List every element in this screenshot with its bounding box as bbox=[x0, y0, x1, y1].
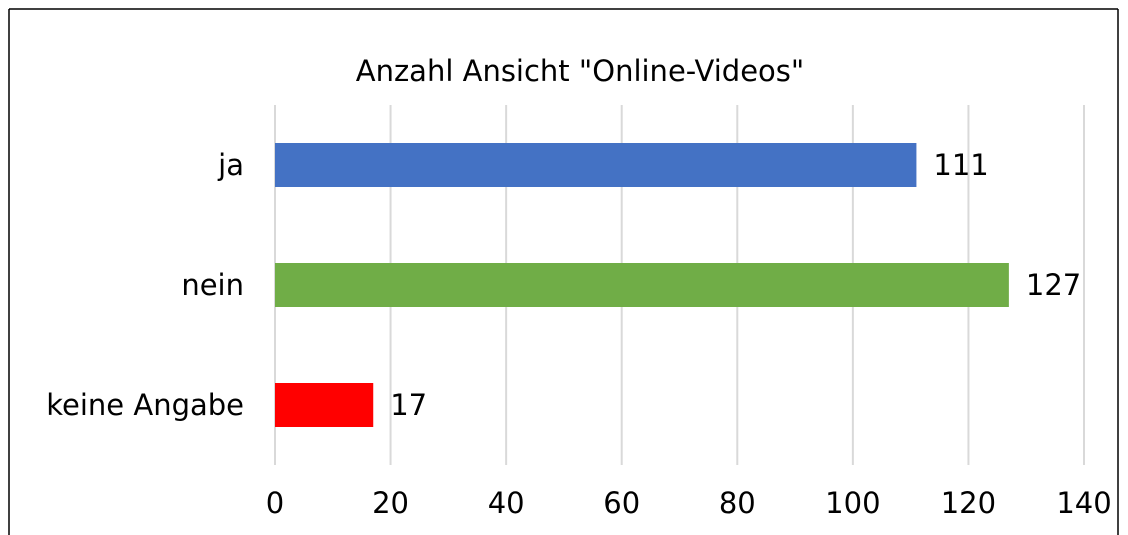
y-tick-label: nein bbox=[181, 268, 244, 302]
chart-title: Anzahl Ansicht "Online-Videos" bbox=[356, 54, 805, 88]
x-tick-label: 40 bbox=[488, 486, 525, 520]
x-tick-label: 60 bbox=[603, 486, 640, 520]
x-tick-label: 0 bbox=[266, 486, 284, 520]
x-tick-label: 140 bbox=[1056, 486, 1111, 520]
bar bbox=[275, 383, 374, 427]
x-tick-label: 80 bbox=[719, 486, 756, 520]
y-tick-label: keine Angabe bbox=[46, 388, 244, 422]
value-label: 111 bbox=[933, 148, 988, 182]
bar bbox=[275, 263, 1009, 307]
value-label: 17 bbox=[390, 388, 427, 422]
bar bbox=[275, 143, 917, 187]
value-label: 127 bbox=[1026, 268, 1081, 302]
y-tick-label: ja bbox=[217, 148, 244, 182]
x-tick-label: 120 bbox=[941, 486, 996, 520]
x-tick-label: 100 bbox=[825, 486, 880, 520]
x-tick-label: 20 bbox=[372, 486, 409, 520]
